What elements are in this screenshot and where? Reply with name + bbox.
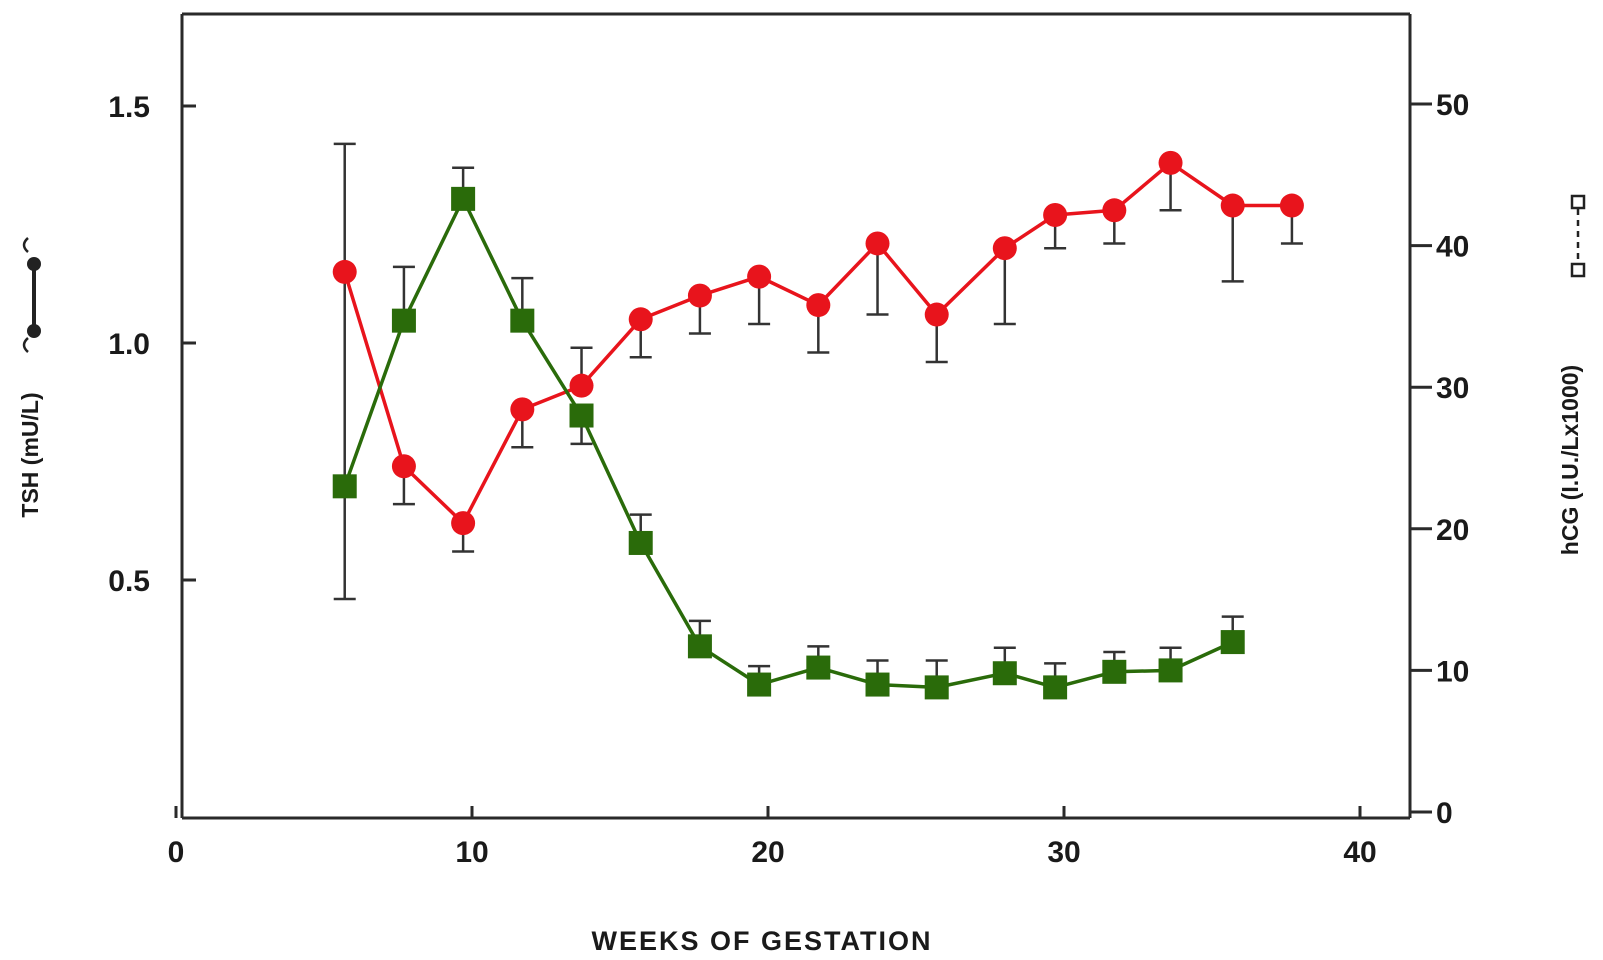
hcg-point xyxy=(391,308,416,333)
hcg-point xyxy=(1102,659,1127,684)
x-tick-label: 10 xyxy=(455,836,488,869)
hcg-series-line xyxy=(343,197,1234,690)
tsh-legend-paren xyxy=(22,237,29,253)
y-left-axis-title: TSH (mU/L) xyxy=(17,392,43,517)
axis-ticks: 0 10 20 30 40 0.5 1.0 1.5 0 10 20 30 40 50 xyxy=(108,89,1469,869)
tsh-point xyxy=(806,293,831,318)
tsh-point xyxy=(924,302,949,327)
tsh-point xyxy=(510,397,535,422)
x-tick-label: 0 xyxy=(168,836,185,869)
tsh-point xyxy=(1220,193,1245,218)
tsh-legend-dot-top xyxy=(27,257,41,271)
tsh-point xyxy=(628,307,653,332)
y-right-axis-title: hCG (I.U./Lx1000) xyxy=(1557,365,1583,555)
x-tick-label: 20 xyxy=(751,836,784,869)
x-axis-title: WEEKS OF GESTATION xyxy=(591,926,932,956)
hcg-point xyxy=(1158,658,1183,683)
y-right-tick-label: 40 xyxy=(1436,231,1469,264)
hcg-point xyxy=(569,403,594,428)
tsh-point xyxy=(451,511,476,536)
tsh-legend-dot-bottom xyxy=(27,324,41,338)
y-right-tick-label: 30 xyxy=(1436,372,1469,405)
x-tick-label: 40 xyxy=(1343,836,1376,869)
tsh-point xyxy=(687,283,712,308)
tsh-point xyxy=(1279,193,1304,218)
hcg-legend-square-bottom xyxy=(1570,262,1586,278)
hcg-legend-square-top xyxy=(1570,194,1586,210)
x-tick-label: 30 xyxy=(1047,836,1080,869)
tsh-point xyxy=(865,231,890,256)
hcg-point xyxy=(1043,675,1068,700)
hcg-point xyxy=(687,634,712,659)
hcg-point xyxy=(332,474,357,499)
plot-frame xyxy=(180,12,1412,820)
tsh-point xyxy=(992,236,1017,261)
series-markers xyxy=(332,150,1304,700)
tsh-point xyxy=(1102,198,1127,223)
hcg-point xyxy=(451,186,476,211)
tsh-point xyxy=(332,259,357,284)
y-right-tick-label: 0 xyxy=(1436,797,1453,830)
y-right-tick-label: 20 xyxy=(1436,514,1469,547)
y-left-tick-label: 1.5 xyxy=(108,91,150,124)
y-left-tick-label: 0.5 xyxy=(108,565,150,598)
tsh-point xyxy=(1158,150,1183,175)
y-left-tick-label: 1.0 xyxy=(108,328,150,361)
tsh-point xyxy=(569,373,594,398)
tsh-legend-paren xyxy=(22,337,29,353)
hcg-point xyxy=(628,530,653,555)
tsh-point xyxy=(747,264,772,289)
hcg-point xyxy=(992,661,1017,686)
hcg-point xyxy=(1220,630,1245,655)
tsh-point xyxy=(1043,203,1068,228)
y-right-tick-label: 50 xyxy=(1436,89,1469,122)
y-right-tick-label: 10 xyxy=(1436,655,1469,688)
tsh-point xyxy=(391,454,416,479)
hcg-point xyxy=(747,672,772,697)
hcg-point xyxy=(806,655,831,680)
hcg-point xyxy=(510,308,535,333)
hcg-point xyxy=(924,675,949,700)
axis-legend-keys xyxy=(22,194,1586,353)
hcg-point xyxy=(865,672,890,697)
